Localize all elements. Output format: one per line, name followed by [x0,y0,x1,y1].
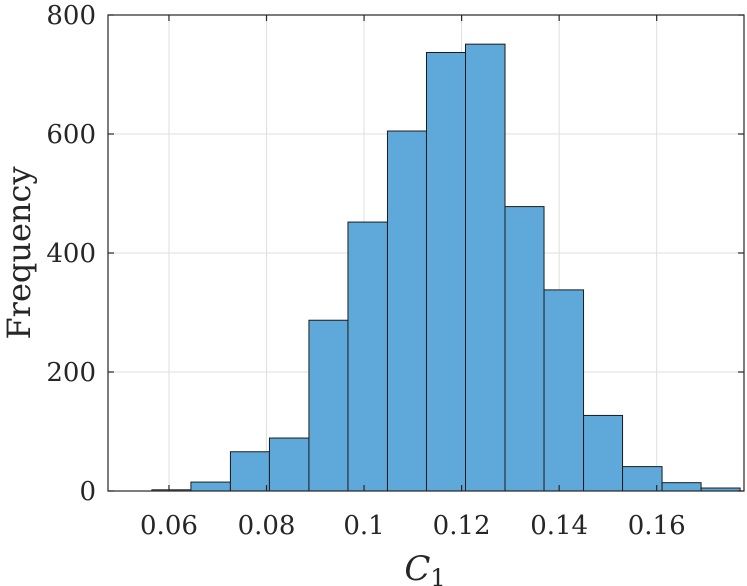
histogram-bars [151,43,741,492]
x-axis-label: C1 [404,549,445,586]
histogram-bar [268,437,310,492]
x-tick-label: 0.12 [433,511,491,541]
y-tick-label: 200 [46,358,96,388]
histogram-bar [504,206,545,492]
histogram-bar [347,221,388,492]
x-tick-label: 0.1 [343,511,384,541]
histogram-bar [465,43,506,492]
histogram-bar [308,319,349,492]
axes [107,14,745,492]
histogram-bar [661,482,702,492]
y-axis-label: Frequency [0,166,38,339]
y-tick-label: 600 [46,120,96,150]
x-tick-label: 0.14 [530,511,588,541]
histogram-bar [583,414,624,492]
x-axis-label-subscript: 1 [430,564,445,586]
histogram-bar [190,481,231,492]
histogram-bar [386,130,427,492]
y-tick-label: 400 [46,239,96,269]
histogram-bar [229,451,270,492]
x-tick-label: 0.06 [140,511,198,541]
histogram-bar [425,51,467,492]
y-tick-labels: 0 200 400 600 800 [46,1,96,507]
x-tick-labels: 0.06 0.08 0.1 0.12 0.14 0.16 [140,511,686,541]
y-tick-label: 800 [46,1,96,31]
histogram-bar [543,289,585,492]
x-tick-label: 0.08 [238,511,296,541]
x-tick-label: 0.16 [628,511,686,541]
x-axis-label-main: C [404,549,430,586]
y-tick-label: 0 [79,477,96,507]
histogram-bar [622,466,663,492]
